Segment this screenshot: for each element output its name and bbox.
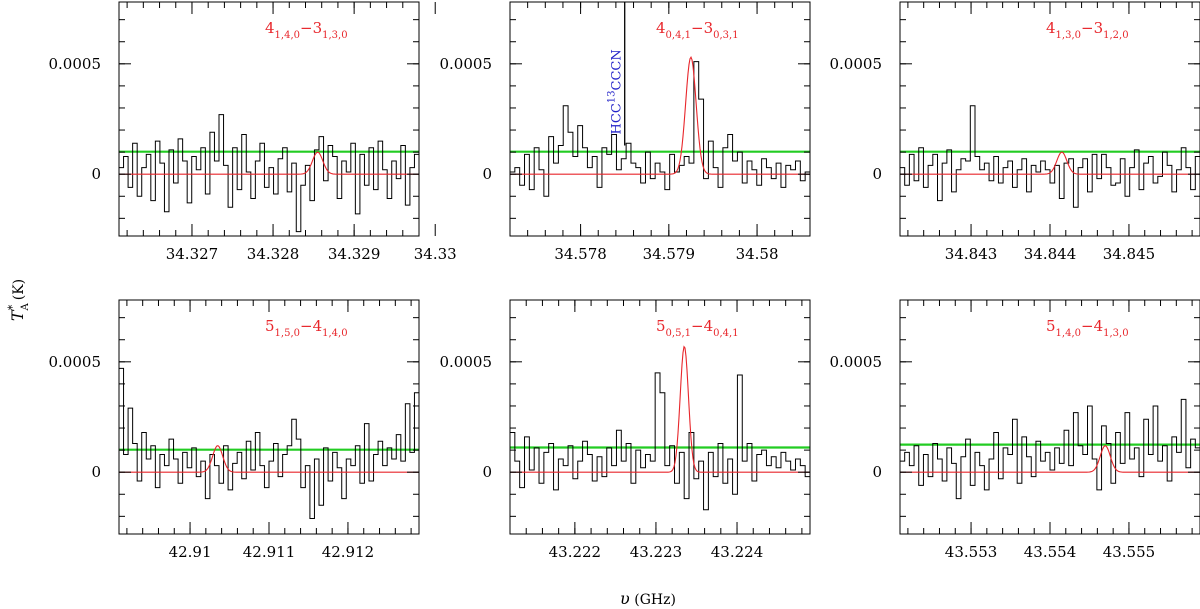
x-tick-label: 34.844 xyxy=(1024,245,1077,263)
observed-spectrum xyxy=(900,398,1200,500)
y-tick-label: 0.0005 xyxy=(830,353,883,371)
model-fit-line xyxy=(119,151,419,175)
y-axis-title: TA* (K) xyxy=(6,279,31,321)
transition-upper-j: 4 xyxy=(656,19,666,37)
x-axis-symbol: υ xyxy=(620,589,630,608)
model-fit-line xyxy=(900,445,1200,473)
observed-spectrum xyxy=(119,367,419,520)
x-tick-label: 34.58 xyxy=(736,245,779,263)
x-tick-label: 34.327 xyxy=(166,245,219,263)
transition-upper-sub: 1,4,0 xyxy=(275,30,300,41)
panel-frame xyxy=(899,1,1200,237)
y-tick-label: 0.0005 xyxy=(440,353,493,371)
transition-label: 41,3,0−31,2,0 xyxy=(1046,19,1129,41)
x-tick-label: 34.845 xyxy=(1103,245,1156,263)
x-axis-title: υ (GHz) xyxy=(620,589,676,608)
spectrum-panel-4: 0 0.0005 42.91 42.911 42.912 51,5,0−41,4,0 xyxy=(49,299,420,561)
panel-frame xyxy=(899,299,1200,535)
spectrum-panel-5: 0 0.0005 43.222 43.223 43.224 50,5,1−40,4,1 xyxy=(440,299,811,561)
transition-upper-j: 5 xyxy=(1046,317,1056,335)
model-fit-line xyxy=(119,445,419,473)
y-tick-label: 0.0005 xyxy=(49,353,102,371)
x-tick-label: 42.91 xyxy=(169,543,212,561)
x-axis-unit: (GHz) xyxy=(630,592,676,608)
x-tick-label: 43.554 xyxy=(1024,543,1077,561)
observed-spectrum xyxy=(510,61,810,197)
y-tick-label: 0 xyxy=(482,165,492,183)
transition-upper-sub: 1,5,0 xyxy=(275,328,300,339)
transition-upper-j: 5 xyxy=(265,317,275,335)
panel-frame xyxy=(509,299,811,535)
y-tick-label: 0.0005 xyxy=(49,55,102,73)
transition-lower-sub: 0,4,1 xyxy=(713,328,738,339)
x-tick-label: 34.843 xyxy=(945,245,998,263)
transition-lower-sub: 1,3,0 xyxy=(1103,328,1128,339)
y-tick-label: 0.0005 xyxy=(830,55,883,73)
panel-frame xyxy=(509,1,811,237)
transition-lower-j: −3 xyxy=(1081,19,1103,37)
transition-upper-j: 4 xyxy=(265,19,275,37)
y-tick-label: 0 xyxy=(872,165,882,183)
x-tick-label: 34.579 xyxy=(643,245,696,263)
x-tick-label: 34.328 xyxy=(247,245,300,263)
y-axis-subscript: A xyxy=(20,302,31,311)
transition-lower-sub: 1,2,0 xyxy=(1103,30,1128,41)
y-axis-symbol: T xyxy=(8,309,27,321)
x-tick-label: 42.912 xyxy=(322,543,375,561)
transition-lower-j: −4 xyxy=(300,317,322,335)
panel-frame xyxy=(118,1,420,237)
transition-lower-j: −4 xyxy=(691,317,713,335)
x-tick-label: 43.555 xyxy=(1103,543,1156,561)
transition-label: 41,4,0−31,3,0 xyxy=(265,19,348,41)
x-tick-label: 43.223 xyxy=(630,543,683,561)
transition-lower-sub: 1,4,0 xyxy=(322,328,347,339)
spectrum-panel-2: HCC13CCCN 0 0.0005 34.578 34.579 34.58 40,4,1−… xyxy=(440,1,811,263)
y-tick-label: 0 xyxy=(872,463,882,481)
x-tick-label: 34.33 xyxy=(414,245,457,263)
y-tick-label: 0 xyxy=(91,165,101,183)
transition-upper-sub: 1,4,0 xyxy=(1056,328,1081,339)
x-tick-label: 43.222 xyxy=(549,543,602,561)
transition-upper-j: 5 xyxy=(656,317,666,335)
y-axis-superscript: * xyxy=(6,304,19,310)
y-tick-label: 0 xyxy=(91,463,101,481)
transition-lower-sub: 1,3,0 xyxy=(322,30,347,41)
transition-lower-j: −3 xyxy=(300,19,322,37)
model-fit-line xyxy=(510,55,810,175)
blend-species-label: HCC13CCCN xyxy=(607,49,625,134)
observed-spectrum xyxy=(510,372,810,511)
transition-upper-sub: 0,5,1 xyxy=(666,328,691,339)
y-tick-label: 0 xyxy=(482,463,492,481)
blend-label-sup: 13 xyxy=(607,90,618,103)
transition-lower-sub: 0,3,1 xyxy=(713,30,738,41)
blend-label-main: HCC xyxy=(610,103,625,134)
transition-lower-j: −3 xyxy=(691,19,713,37)
spectrum-panel-3: 0 0.0005 34.843 34.844 34.845 41,3,0−31,2,0 xyxy=(830,1,1200,263)
x-tick-label: 42.911 xyxy=(243,543,296,561)
y-axis-unit: (K) xyxy=(11,279,27,305)
transition-lower-j: −4 xyxy=(1081,317,1103,335)
transition-label: 51,5,0−41,4,0 xyxy=(265,317,348,339)
y-tick-label: 0.0005 xyxy=(440,55,493,73)
observed-spectrum xyxy=(119,114,419,233)
spectrum-panel-6: 0 0.0005 43.553 43.554 43.555 51,4,0−41,3,0 xyxy=(830,299,1200,561)
blend-label-rest: CCCN xyxy=(610,49,625,90)
transition-upper-sub: 1,3,0 xyxy=(1056,30,1081,41)
transition-label: 51,4,0−41,3,0 xyxy=(1046,317,1129,339)
transition-label: 40,4,1−30,3,1 xyxy=(656,19,739,41)
x-tick-label: 43.553 xyxy=(945,543,998,561)
x-tick-label: 34.329 xyxy=(328,245,381,263)
panel-frame xyxy=(118,299,420,535)
model-fit-line xyxy=(900,151,1200,175)
model-fit-line xyxy=(510,345,810,473)
observed-spectrum xyxy=(900,105,1200,208)
transition-label: 50,5,1−40,4,1 xyxy=(656,317,739,339)
transition-upper-j: 4 xyxy=(1046,19,1056,37)
transition-upper-sub: 0,4,1 xyxy=(666,30,691,41)
spectrum-panel-1: 0 0.0005 34.327 34.328 34.329 34.33 41,4,0−31,… xyxy=(49,1,457,263)
x-tick-label: 43.224 xyxy=(711,543,764,561)
x-tick-label: 34.578 xyxy=(554,245,607,263)
